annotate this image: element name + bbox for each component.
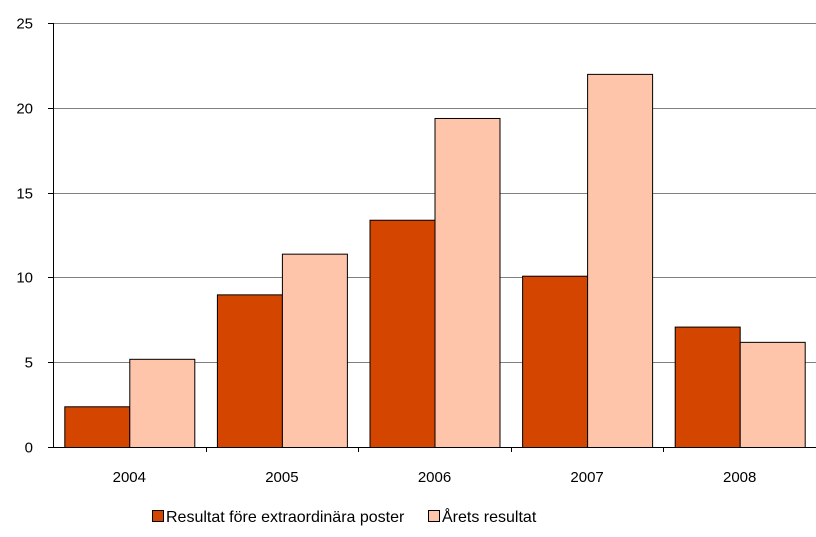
legend-label-series-1: Resultat före extraordinära poster <box>166 509 405 526</box>
bar-2005-series-2 <box>281 253 348 448</box>
legend-label-series-2: Årets resultat <box>442 507 537 526</box>
bar-2007-series-2 <box>587 73 654 448</box>
bars <box>64 73 806 449</box>
x-tick-label: 2005 <box>265 469 298 486</box>
y-tick-label: 15 <box>16 186 33 203</box>
x-tick-label: 2004 <box>113 469 146 486</box>
x-tick-label: 2007 <box>570 469 603 486</box>
y-tick-label: 10 <box>16 270 33 287</box>
x-tick-label: 2008 <box>723 469 756 486</box>
x-tick-label: 2006 <box>418 469 451 486</box>
legend: Resultat före extraordinära poster Årets … <box>152 507 537 526</box>
bar-2005-series-1 <box>216 294 283 448</box>
y-tick-label: 0 <box>25 440 33 457</box>
y-tick-label: 5 <box>25 355 33 372</box>
bar-2004-series-1 <box>64 406 131 448</box>
y-tick-label: 20 <box>16 101 33 118</box>
y-axis-ticks: 0 5 10 15 20 25 <box>16 16 53 457</box>
bar-2006-series-1 <box>369 219 436 448</box>
bar-2008-series-2 <box>739 341 806 448</box>
y-tick-label: 25 <box>16 16 33 33</box>
bar-2006-series-2 <box>434 117 501 448</box>
bar-2007-series-1 <box>522 275 589 449</box>
bar-2004-series-2 <box>129 358 196 449</box>
legend-swatch-series-1 <box>152 510 164 522</box>
x-axis-ticks: 2004 2005 2006 2007 2008 <box>113 447 756 486</box>
legend-swatch-series-2 <box>428 510 440 522</box>
axes <box>53 23 816 448</box>
bar-2008-series-1 <box>674 326 741 449</box>
